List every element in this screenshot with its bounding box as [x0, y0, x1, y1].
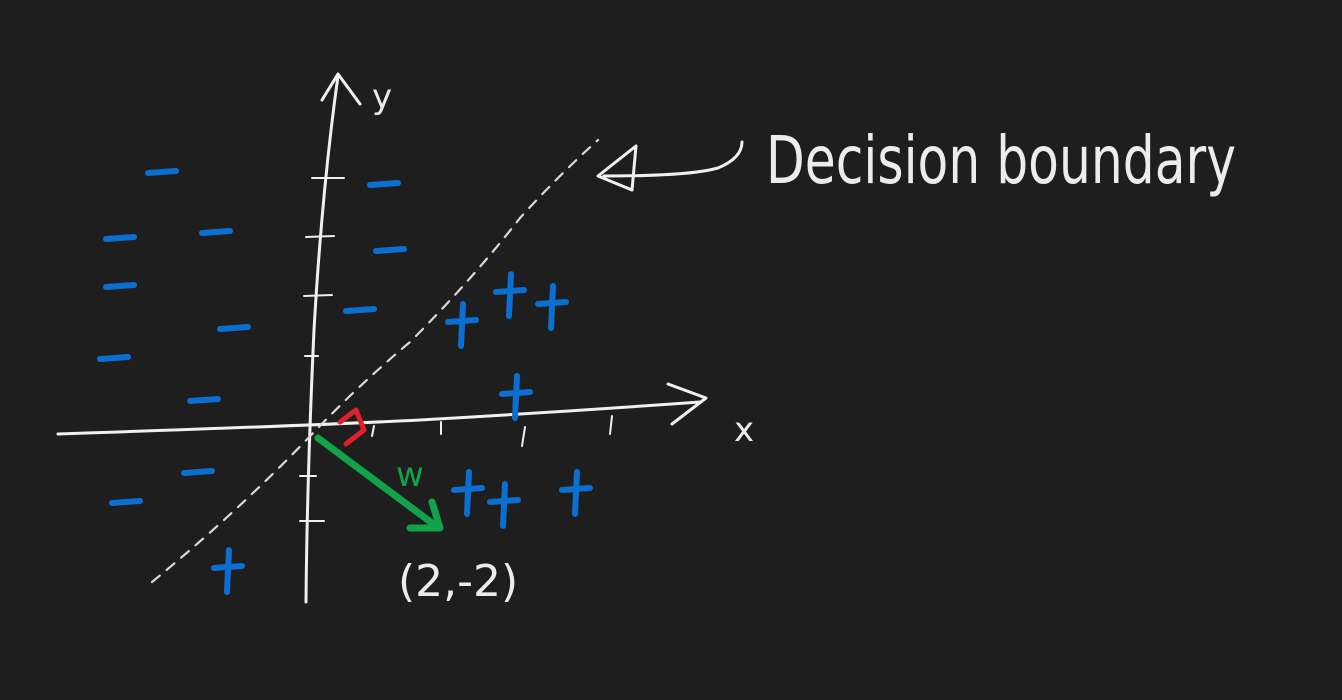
y-tick [305, 235, 335, 238]
positive-point [487, 481, 521, 529]
annotation-arrow-shaft [602, 140, 744, 178]
negative-point [103, 234, 137, 242]
minus-mark [373, 246, 407, 254]
weight-vector-coordinates: (2,-2) [398, 556, 518, 607]
minus-mark [343, 306, 377, 314]
y-axis-label: y [372, 77, 392, 117]
right-angle-marker [337, 407, 367, 447]
negative-point [367, 180, 401, 188]
minus-mark [103, 282, 137, 290]
x-axis-ticks [371, 415, 613, 447]
minus-mark [97, 354, 131, 362]
negative-class-points [97, 168, 407, 506]
plus-mark-vertical [458, 301, 466, 349]
positive-point [499, 373, 533, 421]
negative-point [181, 468, 215, 476]
negative-point [109, 498, 143, 506]
x-axis-line [56, 400, 702, 436]
annotation-arrowhead [596, 144, 638, 192]
y-tick [303, 294, 333, 297]
plus-mark-vertical [548, 283, 556, 331]
x-tick [609, 415, 613, 435]
x-axis-arrowhead [666, 382, 708, 426]
x-tick [521, 426, 526, 447]
decision-boundary-line [150, 138, 600, 584]
y-axis: y [299, 72, 392, 604]
plus-mark-vertical [500, 481, 508, 529]
positive-class-points [211, 271, 593, 595]
positive-point [559, 469, 593, 517]
x-axis-label: x [734, 410, 754, 450]
minus-mark [181, 468, 215, 476]
minus-mark [217, 324, 251, 332]
x-tick [371, 425, 375, 437]
minus-mark [103, 234, 137, 242]
y-axis-line [304, 74, 340, 604]
weight-vector: w (2,-2) [314, 434, 518, 607]
negative-point [373, 246, 407, 254]
plus-mark-vertical [224, 547, 232, 595]
plus-mark-vertical [464, 469, 472, 517]
minus-mark [187, 396, 221, 404]
negative-point [343, 306, 377, 314]
negative-point [217, 324, 251, 332]
positive-point [535, 283, 569, 331]
minus-mark [109, 498, 143, 506]
decision-boundary-annotation: Decision boundary [596, 122, 1236, 199]
weight-vector-arrowhead [406, 498, 444, 532]
minus-mark [367, 180, 401, 188]
positive-point [211, 547, 245, 595]
annotation-label: Decision boundary [766, 122, 1236, 199]
plus-mark-vertical [506, 271, 514, 319]
weight-vector-shaft [314, 434, 440, 530]
minus-mark [199, 228, 233, 236]
negative-point [97, 354, 131, 362]
negative-point [103, 282, 137, 290]
positive-point [493, 271, 527, 319]
plus-mark-vertical [512, 373, 520, 421]
minus-mark [145, 168, 179, 176]
plus-mark-vertical [572, 469, 580, 517]
weight-vector-label: w [396, 455, 424, 495]
negative-point [187, 396, 221, 404]
y-axis-arrowhead [320, 72, 362, 106]
negative-point [145, 168, 179, 176]
x-axis: x [56, 382, 754, 450]
positive-point [445, 301, 479, 349]
y-axis-ticks [299, 177, 345, 522]
negative-point [199, 228, 233, 236]
positive-point [451, 469, 485, 517]
